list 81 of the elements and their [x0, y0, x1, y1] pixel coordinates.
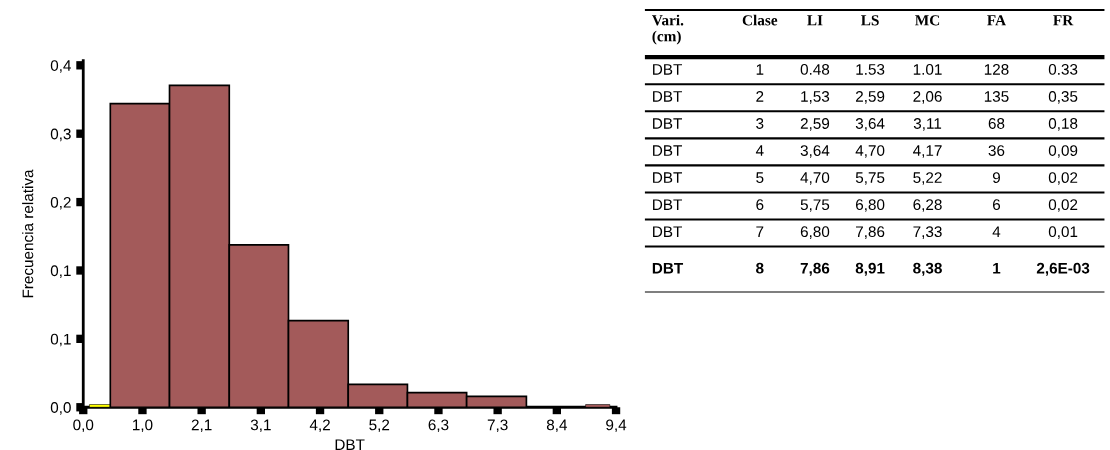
text: 4: [755, 145, 764, 156]
text: 7,33: [913, 226, 942, 239]
x-tick-label: 2,1: [191, 419, 212, 433]
text: 135: [984, 91, 1009, 102]
text: FA: [987, 15, 1006, 26]
text: 4,70: [855, 145, 885, 158]
text: DBT: [653, 199, 683, 210]
y-tick-label: 0,0: [50, 402, 71, 415]
text: 0.33: [1048, 64, 1078, 75]
x-tick-label: 1,0: [133, 419, 153, 433]
text: 5,22: [913, 172, 942, 185]
y-tick-label: 0,3: [50, 128, 71, 142]
text: 0,18: [1048, 118, 1078, 131]
text: 4,70: [800, 172, 830, 185]
text: Clase: [742, 14, 778, 26]
x-tick-label: 9,4: [606, 419, 627, 433]
text: 128: [984, 64, 1009, 75]
x-tick-label: 7,3: [487, 419, 508, 433]
text: 68: [988, 118, 1005, 129]
text: 0,01: [1048, 226, 1078, 239]
x-tick-label: 0,0: [73, 419, 94, 433]
text: 7: [756, 226, 764, 237]
text: 2,6E-03: [1036, 262, 1090, 276]
text: 6,80: [855, 199, 885, 212]
text: 2,59: [855, 91, 885, 104]
text: 0,02: [1048, 172, 1078, 185]
text: DBT: [653, 226, 683, 237]
text: DBT: [653, 118, 683, 129]
text: DBT: [652, 262, 684, 274]
y-tick-label: 0,4: [50, 60, 71, 73]
text: 8,91: [855, 262, 885, 276]
text: FR: [1053, 15, 1074, 26]
text: 6,80: [800, 226, 830, 239]
y-tick-label: 0,1: [50, 265, 71, 278]
text: 6,28: [913, 199, 942, 212]
x-tick-label: 5,2: [369, 419, 390, 433]
x-axis-title: DBT: [335, 439, 365, 450]
text: Vari. (cm): [651, 14, 684, 45]
text: DBT: [653, 145, 683, 156]
text: 1.53: [856, 64, 885, 75]
text: 1: [756, 64, 764, 75]
text: 2,06: [913, 91, 942, 104]
text: 2,59: [800, 118, 830, 131]
text: 8: [756, 262, 764, 274]
x-tick-label: 3,1: [250, 419, 271, 433]
text: 1: [993, 262, 1001, 274]
text: 0,09: [1048, 145, 1078, 158]
text: LI: [807, 15, 823, 26]
text: 0,02: [1048, 199, 1078, 212]
text: 5: [756, 172, 764, 184]
text: 0.48: [800, 64, 830, 75]
y-tick-label: 0,1: [50, 333, 71, 347]
text: DBT: [653, 64, 683, 75]
text: LS: [861, 15, 879, 26]
text: 36: [988, 145, 1005, 156]
text: DBT: [653, 91, 683, 102]
text: 4: [992, 226, 1001, 237]
text: 7,86: [800, 262, 830, 276]
text: 2: [756, 91, 764, 102]
text: 0,35: [1048, 91, 1078, 104]
text: 1.01: [913, 64, 942, 75]
text: MC: [915, 15, 940, 26]
x-tick-label: 8,4: [546, 419, 568, 433]
text: 3,11: [913, 118, 942, 131]
x-tick-label: 4,2: [309, 419, 330, 433]
y-axis-title: Frecuencia relativa: [22, 169, 34, 298]
y-tick-label: 0,2: [50, 196, 71, 210]
text: 5,75: [855, 172, 885, 185]
text: 7,86: [856, 226, 885, 239]
text: 3: [756, 118, 764, 129]
text: 6: [756, 199, 764, 211]
text: 5,75: [800, 199, 830, 212]
x-tick-label: 6,3: [428, 419, 449, 433]
text: 8,38: [913, 262, 942, 276]
text: 1,53: [801, 91, 830, 104]
text: 3,64: [800, 145, 830, 158]
text: 6: [992, 199, 1001, 211]
text: 9: [992, 172, 1000, 184]
text: 3,64: [855, 118, 885, 131]
text: 4,17: [913, 145, 942, 158]
text: DBT: [653, 172, 683, 183]
